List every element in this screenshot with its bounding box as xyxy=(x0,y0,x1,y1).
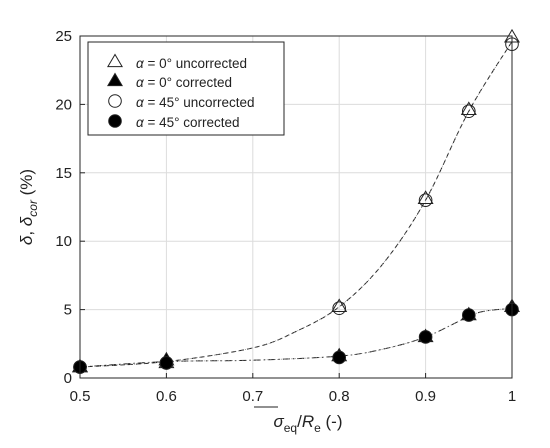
x-tick-label: 0.7 xyxy=(242,388,263,405)
legend: α = 0° uncorrected α = 0° corrected α = … xyxy=(87,41,285,136)
point-triangle-open xyxy=(331,298,348,313)
x-tick-label: 0.8 xyxy=(329,388,350,405)
legend-marker-triangle-open xyxy=(107,53,123,68)
point-circle-filled xyxy=(418,330,433,344)
fit-line-dash-dot xyxy=(79,307,513,368)
fit-curves xyxy=(79,41,513,368)
legend-marker-triangle-filled xyxy=(107,72,123,87)
legend-entry-2-alpha: α xyxy=(136,75,145,90)
y-tick-label: 10 xyxy=(55,233,72,250)
legend-entry-4-alpha: α xyxy=(136,115,145,130)
x-tick-label: 0.6 xyxy=(156,388,177,405)
x-tick-label: 1 xyxy=(508,388,516,405)
legend-entry-3-alpha: α xyxy=(136,95,145,110)
legend-entry-4-label: = 45° corrected xyxy=(144,115,240,130)
point-circle-open xyxy=(462,104,476,119)
x-axis-title-sub-eq: eq xyxy=(284,421,297,435)
x-axis-title-slash: / xyxy=(297,412,302,431)
point-circle-filled xyxy=(159,356,174,370)
fit-line-dashed-dotted-overlay xyxy=(79,41,513,368)
legend-marker-circle-filled xyxy=(108,114,122,128)
legend-entry-2: α = 0° corrected xyxy=(136,75,232,90)
y-axis-title-sub-cor: cor xyxy=(26,199,40,217)
y-axis-title: δ, δcor (%) xyxy=(17,169,40,245)
legend-entry-3: α = 45° uncorrected xyxy=(136,95,255,110)
plot-frame xyxy=(79,35,513,379)
legend-marker-circle-open xyxy=(108,94,122,108)
x-tick-label: 0.5 xyxy=(70,388,91,405)
point-circle-open xyxy=(418,193,433,207)
x-axis-title-sub-e: e xyxy=(314,421,321,435)
legend-entry-2-label: = 0° corrected xyxy=(144,75,232,90)
x-axis-title: σeq/Re (-) xyxy=(273,412,342,435)
y-axis-title-unit: (%) xyxy=(17,169,36,200)
point-circle-filled xyxy=(332,350,347,365)
legend-entry-4: α = 45° corrected xyxy=(136,115,240,130)
legend-entry-1-label: = 0° uncorrected xyxy=(144,56,247,71)
y-tick-label: 5 xyxy=(64,302,72,319)
y-axis-title-delta-cor: δ xyxy=(17,216,36,226)
legend-markers xyxy=(107,53,123,128)
legend-entry-1: α = 0° uncorrected xyxy=(136,56,247,71)
legend-entry-3-label: = 45° uncorrected xyxy=(144,95,255,110)
y-tick-label: 20 xyxy=(55,96,72,113)
y-axis-title-comma: , xyxy=(17,226,36,235)
point-circle-filled xyxy=(462,308,476,322)
y-tick-label: 25 xyxy=(55,28,72,45)
x-axis-title-unit: (-) xyxy=(321,412,343,431)
x-axis-title-sigma: σ xyxy=(273,412,284,431)
point-triangle-open xyxy=(460,101,477,116)
y-axis-title-delta: δ xyxy=(17,235,36,245)
x-axis-title-r: R xyxy=(302,412,314,431)
fit-line-dash-dot-dotted-overlay xyxy=(79,307,513,368)
point-circle-open xyxy=(332,301,347,316)
fit-line-dashed xyxy=(79,41,513,368)
x-tick-label: 0.9 xyxy=(415,388,436,405)
point-triangle-open xyxy=(417,190,434,204)
y-tick-label: 0 xyxy=(64,370,72,387)
legend-entry-1-alpha: α xyxy=(136,56,145,71)
y-tick-label: 15 xyxy=(55,165,72,182)
data-points xyxy=(72,28,520,374)
